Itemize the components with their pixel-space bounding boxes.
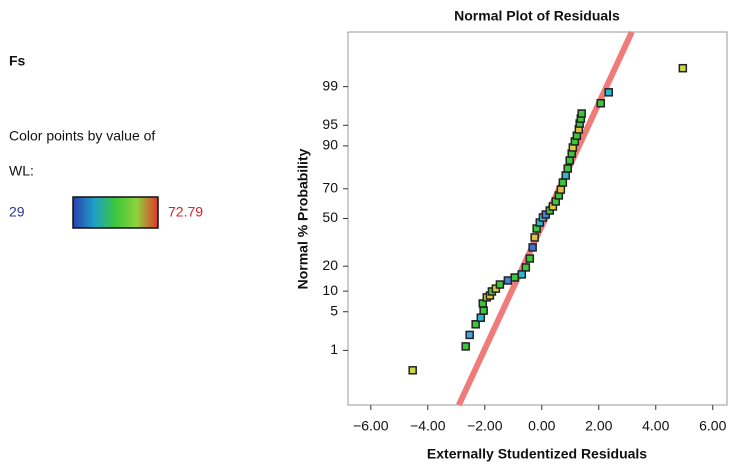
- x-tick-label: 0.00: [528, 418, 555, 434]
- point: [558, 178, 568, 187]
- point: [517, 270, 527, 279]
- point: [461, 342, 470, 351]
- color-bar: [72, 196, 159, 229]
- point: [528, 243, 537, 252]
- point: [476, 313, 486, 322]
- point: [556, 185, 566, 194]
- y-tick-label: 70: [322, 179, 338, 195]
- y-tick-label: 90: [322, 137, 338, 153]
- point: [561, 171, 570, 180]
- x-axis-label: Externally Studentized Residuals: [427, 446, 647, 462]
- color-max: 72.79: [168, 204, 203, 220]
- point: [596, 98, 606, 108]
- point: [678, 63, 688, 73]
- y-tick-label: 20: [322, 257, 338, 273]
- x-tick-label: 6.00: [699, 418, 726, 434]
- x-tick-label: −6.00: [353, 418, 389, 434]
- y-axis-label: Normal % Probability: [295, 148, 311, 289]
- point: [563, 164, 572, 173]
- y-tick-label: 50: [322, 209, 338, 225]
- point: [408, 366, 417, 375]
- point: [565, 156, 574, 165]
- point: [503, 276, 513, 285]
- response-name: Fs: [9, 53, 26, 69]
- point: [495, 280, 505, 289]
- point: [521, 263, 531, 272]
- x-tick-label: 2.00: [585, 418, 612, 434]
- x-tick-label: −4.00: [410, 418, 446, 434]
- x-tick-label: 4.00: [642, 418, 669, 434]
- chart-title: Normal Plot of Residuals: [454, 8, 620, 24]
- point: [479, 306, 488, 315]
- point: [577, 109, 586, 118]
- y-tick-label: 1: [330, 341, 338, 357]
- color-min: 29: [9, 204, 25, 220]
- x-tick-label: −2.00: [467, 418, 503, 434]
- point: [525, 254, 535, 263]
- point: [530, 233, 539, 242]
- y-tick-label: 10: [322, 282, 338, 298]
- point: [471, 320, 480, 329]
- point: [465, 330, 474, 340]
- point: [604, 88, 613, 97]
- y-tick-label: 99: [322, 77, 338, 93]
- y-tick-label: 5: [330, 302, 338, 318]
- point: [510, 273, 519, 282]
- y-tick-label: 95: [322, 116, 338, 132]
- color-variable: WL:: [9, 163, 34, 179]
- color-caption: Color points by value of: [9, 128, 155, 144]
